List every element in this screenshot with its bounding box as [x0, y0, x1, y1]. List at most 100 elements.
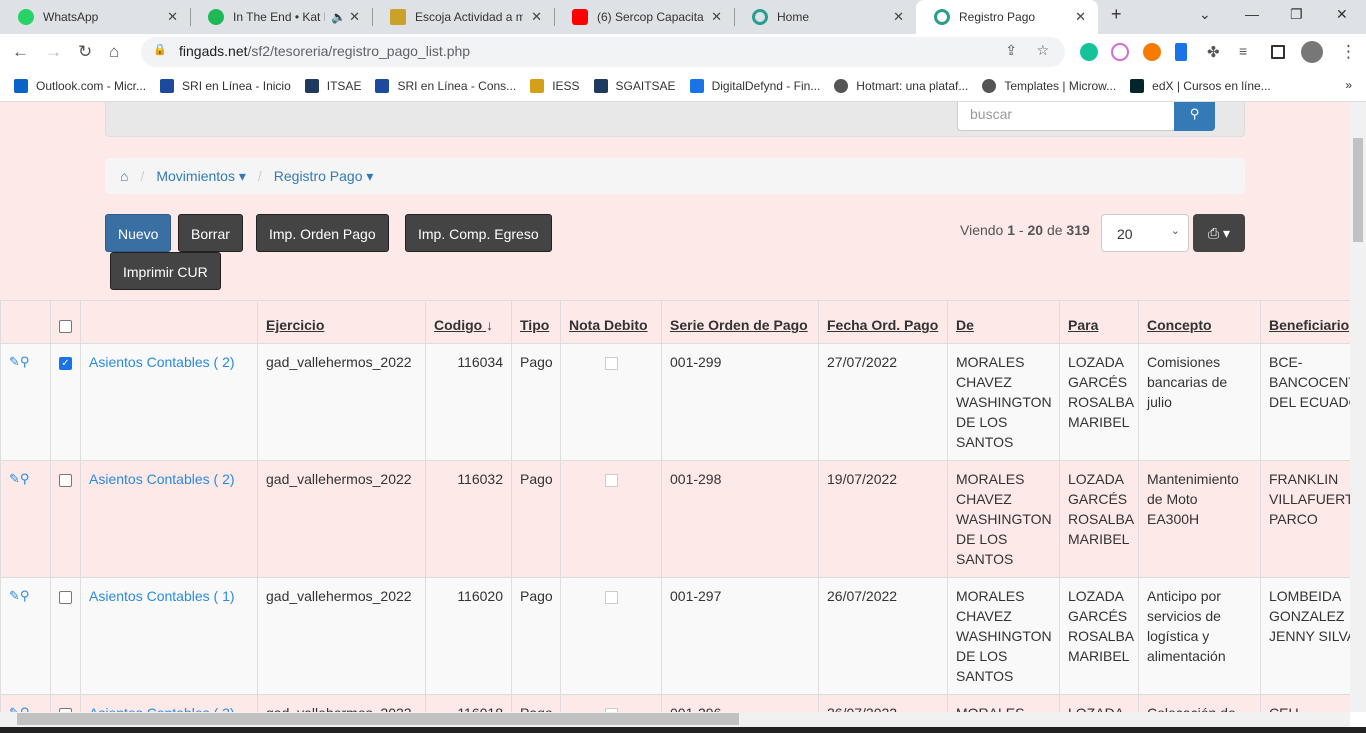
cloud-extension-icon[interactable]	[1111, 43, 1129, 61]
tab-home[interactable]: Home ✕	[734, 0, 916, 34]
asientos-link[interactable]: Asientos Contables ( 2)	[89, 354, 235, 370]
avatar[interactable]	[1301, 41, 1323, 63]
forward-icon[interactable]: →	[45, 42, 62, 61]
close-icon[interactable]: ✕	[531, 9, 542, 24]
col-concepto[interactable]: Concepto	[1138, 300, 1261, 344]
bookmark[interactable]: edX | Cursos en líne...	[1130, 78, 1271, 93]
asientos-link[interactable]: Asientos Contables ( 2)	[89, 471, 235, 487]
search-button[interactable]: ⚲	[1174, 102, 1215, 131]
col-tipo[interactable]: Tipo	[511, 300, 561, 344]
breadcrumb-registro-pago[interactable]: Registro Pago ▾	[273, 167, 374, 184]
new-tab-button[interactable]: +	[1111, 4, 1122, 24]
media-icon[interactable]: ≡	[1239, 43, 1248, 59]
minimize-button[interactable]: —	[1245, 6, 1259, 22]
tab-escoja[interactable]: Escoja Actividad a mo ✕	[372, 0, 554, 34]
row-checkbox[interactable]	[59, 707, 72, 712]
bookmark[interactable]: IESS	[530, 78, 580, 93]
tab-search-icon[interactable]: ⌄	[1199, 6, 1211, 22]
page-size-select[interactable]: 20 ⌄	[1101, 214, 1189, 252]
home-icon[interactable]: ⌂	[109, 42, 120, 61]
col-beneficiario[interactable]: Beneficiario	[1260, 300, 1350, 344]
share-icon[interactable]: ⇪	[1005, 42, 1017, 58]
tab-spotify[interactable]: In The End • Kat D 🔈 ✕	[190, 0, 372, 34]
cell-para: LOZADA GARCÉS ROSALBA MARIBEL	[1059, 343, 1139, 461]
close-icon[interactable]: ✕	[167, 9, 178, 24]
select-all-checkbox[interactable]	[59, 319, 72, 333]
tab-sercop[interactable]: (6) Sercop Capacita - Y ✕	[554, 0, 734, 34]
bookmark[interactable]: Hotmart: una plataf...	[834, 78, 968, 93]
col-nota-debito[interactable]: Nota Debito	[560, 300, 662, 344]
feather-extension-icon[interactable]	[1175, 43, 1187, 61]
speaker-icon[interactable]: 🔈	[331, 10, 346, 24]
tab-registro-pago[interactable]: Registro Pago ✕	[916, 0, 1098, 34]
bookmark[interactable]: Templates | Microw...	[982, 78, 1116, 93]
close-window-button[interactable]: ✕	[1336, 6, 1348, 22]
cell-fecha: 27/07/2022	[818, 343, 948, 461]
breadcrumb-movimientos[interactable]: Movimientos ▾	[156, 167, 246, 184]
view-icon[interactable]: ⚲	[19, 354, 30, 369]
close-icon[interactable]: ✕	[893, 9, 904, 24]
cell-de: MORALES CHAVEZ WASHINGTON DE LOS SANTOS	[947, 343, 1060, 461]
row-checkbox[interactable]	[59, 590, 72, 604]
grammarly-icon[interactable]	[1080, 43, 1098, 61]
url-input[interactable]: 🔒 fingads.net/sf2/tesoreria/registro_pago…	[141, 37, 1065, 67]
bookmark-label: ITSAE	[326, 78, 362, 93]
close-icon[interactable]: ✕	[711, 9, 722, 24]
edit-icon[interactable]: ✎	[9, 588, 20, 603]
restore-button[interactable]: ❐	[1290, 6, 1303, 22]
imp-orden-pago-button[interactable]: Imp. Orden Pago	[256, 214, 389, 252]
bookmark[interactable]: DigitalDefynd - Fin...	[689, 78, 820, 93]
asientos-link[interactable]: Asientos Contables ( 1)	[89, 588, 235, 604]
view-icon[interactable]: ⚲	[19, 471, 30, 486]
puzzle-icon[interactable]: ✤	[1207, 44, 1220, 61]
col-ejercicio[interactable]: Ejercicio	[257, 300, 426, 344]
close-icon[interactable]: ✕	[349, 9, 360, 24]
edit-icon[interactable]: ✎	[9, 354, 20, 369]
youtube-icon	[572, 9, 588, 25]
bookmark[interactable]: SGAITSAE	[593, 78, 676, 93]
row-checkbox[interactable]: ✓	[59, 356, 72, 370]
col-para[interactable]: Para	[1059, 300, 1139, 344]
imp-comp-egreso-button[interactable]: Imp. Comp. Egreso	[405, 214, 552, 252]
reload-icon[interactable]: ↻	[78, 42, 93, 61]
scrollbar-thumb[interactable]	[17, 713, 739, 725]
col-de[interactable]: De	[947, 300, 1060, 344]
col-serie[interactable]: Serie Orden de Pago	[661, 300, 819, 344]
bookmark[interactable]: SRI en Línea - Inicio	[160, 78, 291, 93]
bookmark[interactable]: Outlook.com - Micr...	[14, 78, 146, 93]
tab-whatsapp[interactable]: WhatsApp ✕	[0, 0, 190, 34]
imprimir-cur-button[interactable]: Imprimir CUR	[110, 252, 221, 290]
search-input[interactable]: buscar	[957, 102, 1175, 131]
row-checkbox[interactable]	[59, 473, 72, 487]
borrar-button[interactable]: Borrar	[178, 214, 243, 252]
more-bookmarks-icon[interactable]: »	[1341, 78, 1352, 92]
page-content: buscar ⚲ ⌂ / Movimientos ▾ / Registro Pago…	[0, 102, 1350, 712]
asientos-link[interactable]: Asientos Contables ( 2)	[89, 705, 235, 712]
view-icon[interactable]: ⚲	[19, 588, 30, 603]
scrollbar-thumb[interactable]	[1353, 138, 1363, 242]
extension-icon[interactable]	[1143, 43, 1161, 61]
nuevo-button[interactable]: Nuevo	[105, 214, 172, 252]
star-icon[interactable]: ☆	[1036, 42, 1049, 58]
edit-icon[interactable]: ✎	[9, 471, 20, 486]
bookmark[interactable]: ITSAE	[304, 78, 362, 93]
menu-icon[interactable]: ⋮	[1340, 42, 1357, 61]
bookmark[interactable]: SRI en Línea - Cons...	[375, 78, 516, 93]
col-codigo[interactable]: Codigo ↓	[425, 300, 512, 344]
close-icon[interactable]: ✕	[1075, 9, 1086, 24]
cell-fecha: 26/07/2022	[818, 694, 948, 712]
cell-fecha: 19/07/2022	[818, 460, 948, 578]
cell-para: LOZADA GARCÉS ROSALBA MARIBEL	[1059, 577, 1139, 695]
table-row: ✎⚲ Asientos Contables ( 2) gad_valleherm…	[0, 460, 1350, 578]
view-icon[interactable]: ⚲	[20, 705, 30, 712]
home-icon[interactable]: ⌂	[120, 168, 129, 184]
vertical-scrollbar[interactable]	[1350, 102, 1366, 712]
edit-icon[interactable]: ✎	[9, 705, 20, 712]
back-icon[interactable]: ←	[12, 42, 29, 61]
col-fecha[interactable]: Fecha Ord. Pago	[818, 300, 948, 344]
horizontal-scrollbar[interactable]	[0, 712, 1350, 727]
cell-codigo: 116034	[425, 343, 512, 461]
search-icon: ⚲	[1189, 106, 1200, 121]
sidepanel-icon[interactable]	[1271, 45, 1285, 59]
print-dropdown-button[interactable]: ⎙ ▾	[1193, 214, 1245, 252]
